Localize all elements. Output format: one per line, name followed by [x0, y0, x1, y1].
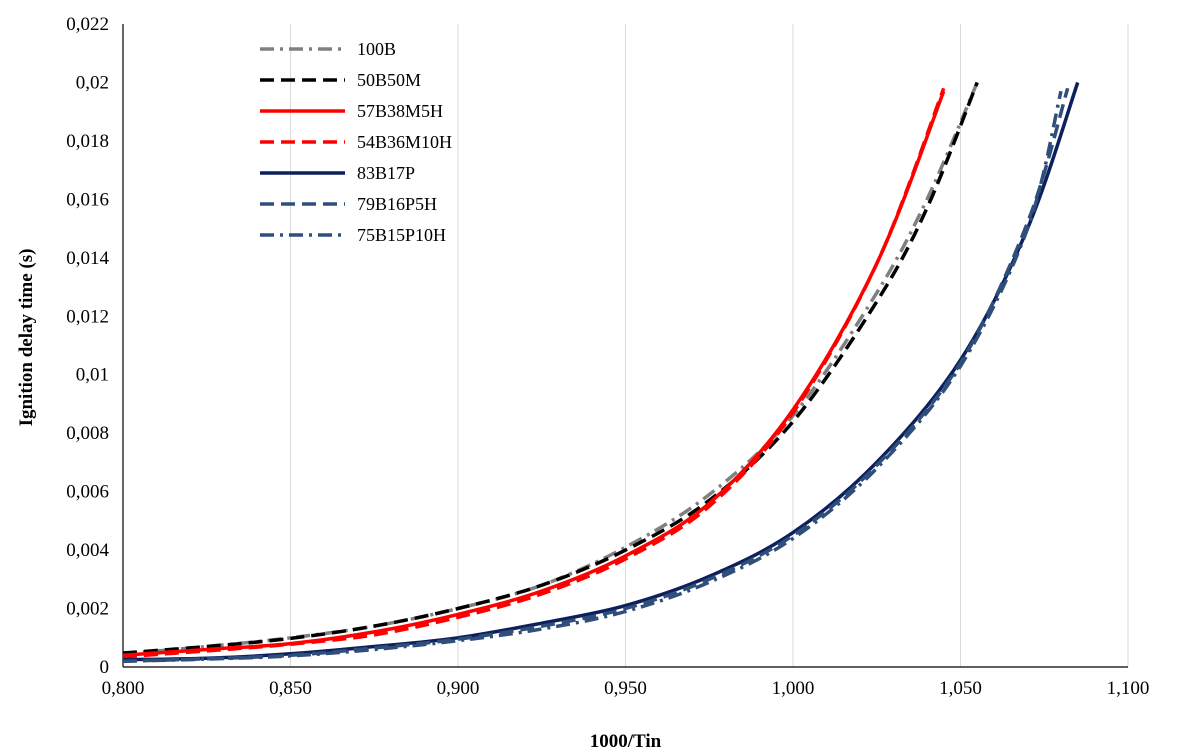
vertical-gridlines: [290, 24, 1129, 667]
y-tick-label: 0,012: [66, 306, 109, 327]
series-line-3: [122, 87, 946, 659]
series-line-2: [122, 90, 946, 658]
tick-labels: 0,800 0,850 0,900 0,950 1,000 1,050 1,100 0 0,00…: [66, 14, 1149, 699]
y-tick-label: 0: [100, 657, 110, 678]
x-tick-label: 0,950: [604, 678, 647, 699]
series-line-4: [122, 81, 1080, 662]
y-tick-label: 0,022: [66, 14, 109, 35]
y-tick-label: 0,014: [66, 248, 109, 269]
axes: [122, 24, 1128, 668]
y-tick-label: 0,016: [66, 189, 109, 210]
y-axis-title: Ignition delay time (s): [16, 249, 37, 427]
x-tick-label: 0,900: [437, 678, 480, 699]
x-tick-label: 1,050: [939, 678, 982, 699]
legend-label-1: 50B50M: [357, 70, 421, 90]
x-tick-label: 1,100: [1107, 678, 1150, 699]
legend-label-0: 100B: [357, 39, 396, 59]
x-tick-label: 0,800: [102, 678, 145, 699]
series-line-0: [122, 81, 979, 656]
legend-label-6: 75B15P10H: [357, 225, 446, 245]
legend-label-2: 57B38M5H: [357, 101, 443, 121]
series-line-6: [122, 90, 1063, 663]
y-tick-label: 0,01: [76, 365, 109, 386]
x-axis-title: 1000/Tin: [590, 731, 662, 752]
y-tick-label: 0,004: [66, 540, 109, 561]
data-series: [122, 81, 1080, 663]
x-tick-label: 0,850: [269, 678, 312, 699]
legend-label-5: 79B16P5H: [357, 194, 437, 214]
y-tick-label: 0,02: [76, 72, 109, 93]
legend: 100B 50B50M 57B38M5H 54B36M10H 83B17P 79B16P5…: [260, 39, 452, 245]
y-tick-label: 0,008: [66, 423, 109, 444]
y-tick-label: 0,002: [66, 599, 109, 620]
x-tick-label: 1,000: [772, 678, 815, 699]
y-tick-label: 0,018: [66, 131, 109, 152]
legend-label-4: 83B17P: [357, 163, 415, 183]
series-line-5: [122, 87, 1070, 663]
legend-label-3: 54B36M10H: [357, 132, 452, 152]
y-tick-label: 0,006: [66, 482, 109, 503]
series-line-1: [122, 81, 979, 655]
